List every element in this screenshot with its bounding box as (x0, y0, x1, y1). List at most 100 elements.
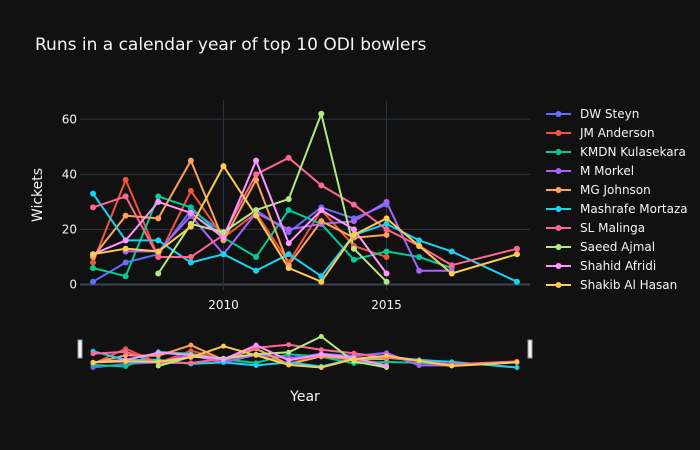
legend-item-mg-johnson[interactable]: MG Johnson (546, 183, 651, 197)
range-slider-grip[interactable] (77, 339, 83, 359)
data-point-mashrafe-mortaza[interactable] (318, 273, 325, 280)
data-point-shakib-al-hasan[interactable] (448, 270, 455, 277)
data-point-mg-johnson[interactable] (318, 218, 325, 225)
legend-item-shakib-al-hasan[interactable]: Shakib Al Hasan (546, 278, 677, 292)
data-point-kmdn-kulasekara[interactable] (350, 256, 357, 263)
data-point-shakib-al-hasan[interactable] (285, 264, 292, 271)
data-point-jm-anderson[interactable] (187, 187, 194, 194)
data-point-kmdn-kulasekara[interactable] (285, 207, 292, 214)
data-point-sl-malinga[interactable] (187, 253, 194, 260)
legend[interactable]: DW Steyn JM Anderson KMDN Kulasekara M Mork… (546, 107, 688, 292)
data-point-shahid-afridi[interactable] (253, 157, 260, 164)
data-point-mashrafe-mortaza[interactable] (220, 251, 227, 258)
data-point-shahid-afridi[interactable] (350, 226, 357, 233)
data-point-shakib-al-hasan[interactable] (513, 251, 520, 258)
data-point-shakib-al-hasan[interactable] (155, 248, 162, 255)
data-point-sl-malinga[interactable] (448, 262, 455, 269)
data-point-shakib-al-hasan[interactable] (220, 163, 227, 170)
data-point-m-morkel[interactable] (350, 218, 357, 225)
data-point-shakib-al-hasan[interactable] (122, 245, 129, 252)
range-slider-point-sl-malinga (123, 349, 129, 355)
data-point-shahid-afridi[interactable] (187, 209, 194, 216)
range-slider[interactable] (77, 333, 533, 370)
data-point-mashrafe-mortaza[interactable] (253, 267, 260, 274)
data-point-kmdn-kulasekara[interactable] (416, 253, 423, 260)
data-point-shakib-al-hasan[interactable] (253, 212, 260, 219)
range-slider-grip[interactable] (527, 339, 533, 359)
data-point-shahid-afridi[interactable] (155, 198, 162, 205)
legend-item-kmdn-kulasekara[interactable]: KMDN Kulasekara (546, 145, 686, 159)
data-point-mg-johnson[interactable] (383, 231, 390, 238)
data-point-sl-malinga[interactable] (383, 226, 390, 233)
data-point-dw-steyn[interactable] (122, 259, 129, 266)
data-point-jm-anderson[interactable] (122, 176, 129, 183)
data-point-shakib-al-hasan[interactable] (416, 242, 423, 249)
range-slider-point-shakib-al-hasan (514, 359, 520, 365)
data-point-sl-malinga[interactable] (318, 182, 325, 189)
range-slider-right-handle[interactable] (527, 339, 533, 359)
plot-area[interactable]: 0 20 40 60 2010 2015 (62, 100, 530, 312)
data-point-saeed-ajmal[interactable] (220, 229, 227, 236)
data-point-mashrafe-mortaza[interactable] (285, 251, 292, 258)
data-point-saeed-ajmal[interactable] (285, 196, 292, 203)
data-point-m-morkel[interactable] (285, 226, 292, 233)
data-point-sl-malinga[interactable] (285, 154, 292, 161)
data-point-sl-malinga[interactable] (122, 193, 129, 200)
data-point-mashrafe-mortaza[interactable] (187, 259, 194, 266)
data-point-kmdn-kulasekara[interactable] (187, 204, 194, 211)
data-point-saeed-ajmal[interactable] (350, 245, 357, 252)
legend-item-jm-anderson[interactable]: JM Anderson (546, 126, 655, 140)
data-point-kmdn-kulasekara[interactable] (122, 273, 129, 280)
data-point-shakib-al-hasan[interactable] (350, 231, 357, 238)
data-point-shakib-al-hasan[interactable] (187, 223, 194, 230)
data-point-m-morkel[interactable] (383, 198, 390, 205)
data-point-mashrafe-mortaza[interactable] (416, 237, 423, 244)
data-point-sl-malinga[interactable] (90, 204, 97, 211)
data-point-shakib-al-hasan[interactable] (383, 215, 390, 222)
data-point-sl-malinga[interactable] (253, 171, 260, 178)
data-point-shakib-al-hasan[interactable] (318, 278, 325, 285)
data-point-shahid-afridi[interactable] (383, 270, 390, 277)
legend-item-dw-steyn[interactable]: DW Steyn (546, 107, 639, 121)
data-point-sl-malinga[interactable] (513, 245, 520, 252)
data-point-shahid-afridi[interactable] (285, 240, 292, 247)
data-point-saeed-ajmal[interactable] (253, 207, 260, 214)
data-point-shakib-al-hasan[interactable] (90, 251, 97, 258)
data-point-kmdn-kulasekara[interactable] (90, 264, 97, 271)
legend-item-sl-malinga[interactable]: SL Malinga (546, 221, 645, 235)
legend-item-m-morkel[interactable]: M Morkel (546, 164, 634, 178)
data-point-sl-malinga[interactable] (350, 201, 357, 208)
legend-label: Saeed Ajmal (580, 240, 655, 254)
legend-item-saeed-ajmal[interactable]: Saeed Ajmal (546, 240, 655, 254)
data-point-mashrafe-mortaza[interactable] (383, 220, 390, 227)
data-point-mashrafe-mortaza[interactable] (448, 248, 455, 255)
data-point-saeed-ajmal[interactable] (318, 110, 325, 117)
data-point-jm-anderson[interactable] (383, 253, 390, 260)
data-point-m-morkel[interactable] (416, 267, 423, 274)
legend-item-shahid-afridi[interactable]: Shahid Afridi (546, 259, 656, 273)
data-point-kmdn-kulasekara[interactable] (155, 193, 162, 200)
legend-marker-swatch (555, 111, 562, 117)
data-point-saeed-ajmal[interactable] (383, 278, 390, 285)
legend-item-mashrafe-mortaza[interactable]: Mashrafe Mortaza (546, 202, 688, 216)
data-point-mg-johnson[interactable] (187, 157, 194, 164)
range-slider-point-mashrafe-mortaza (253, 362, 259, 368)
data-point-mg-johnson[interactable] (122, 212, 129, 219)
data-point-mg-johnson[interactable] (155, 215, 162, 222)
data-point-jm-anderson[interactable] (90, 259, 97, 266)
data-point-shahid-afridi[interactable] (318, 207, 325, 214)
range-slider-point-mg-johnson (188, 342, 194, 348)
data-point-shahid-afridi[interactable] (220, 234, 227, 241)
legend-marker-swatch (555, 130, 562, 136)
data-point-sl-malinga[interactable] (155, 253, 162, 260)
data-point-dw-steyn[interactable] (90, 278, 97, 285)
data-point-mashrafe-mortaza[interactable] (155, 237, 162, 244)
data-point-kmdn-kulasekara[interactable] (253, 253, 260, 260)
data-point-mg-johnson[interactable] (253, 176, 260, 183)
data-point-kmdn-kulasekara[interactable] (383, 248, 390, 255)
range-slider-left-handle[interactable] (77, 339, 83, 359)
data-point-shahid-afridi[interactable] (122, 237, 129, 244)
data-point-saeed-ajmal[interactable] (155, 270, 162, 277)
data-point-mashrafe-mortaza[interactable] (90, 190, 97, 197)
data-point-mashrafe-mortaza[interactable] (513, 278, 520, 285)
